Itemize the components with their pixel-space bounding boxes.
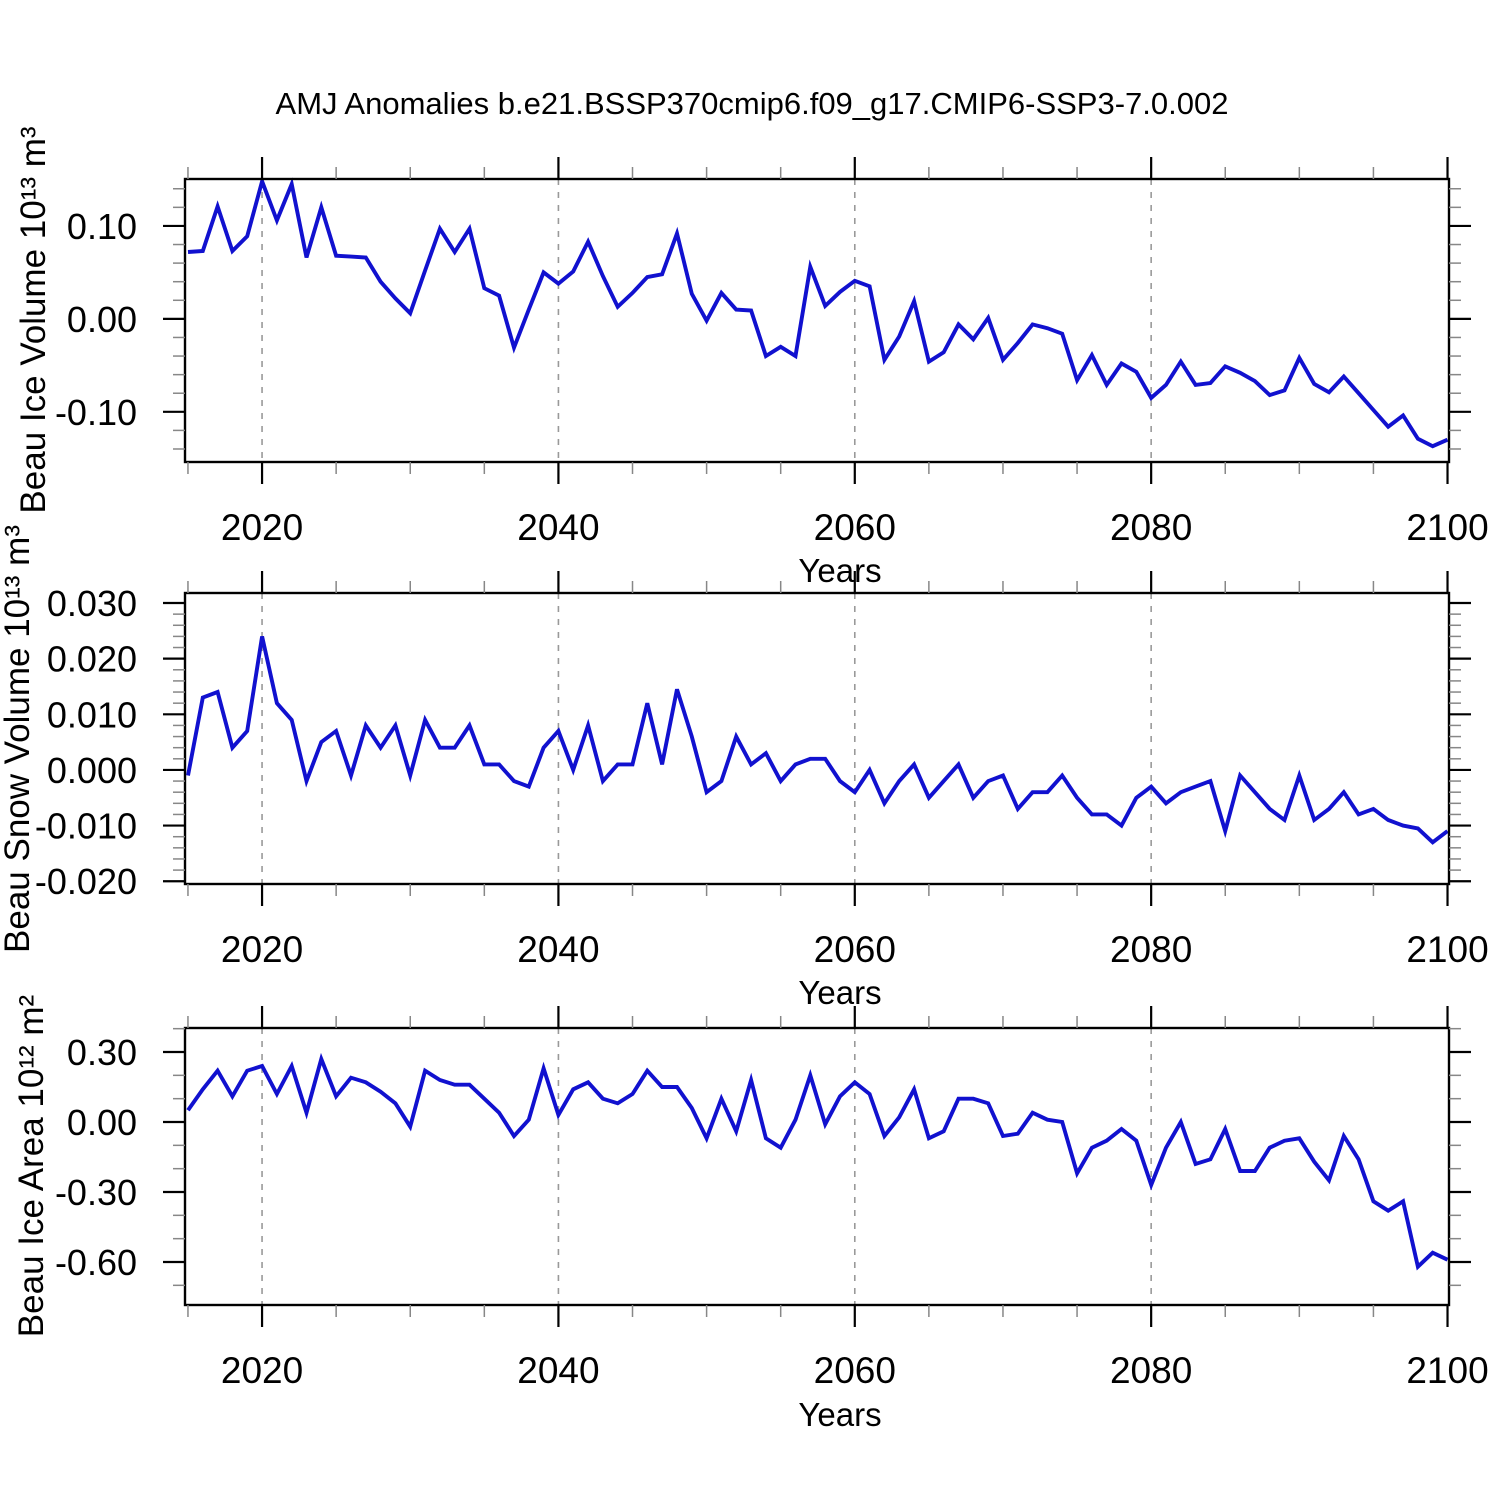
x-tick-label: 2060 — [814, 507, 896, 548]
y-tick-label: -0.60 — [55, 1242, 137, 1283]
x-axis-label-years-panel-3: Years — [798, 1396, 882, 1433]
x-tick-label: 2040 — [517, 1350, 599, 1391]
x-tick-label: 2020 — [221, 929, 303, 970]
y-tick-label: 0.30 — [67, 1032, 137, 1073]
y-tick-label: -0.020 — [35, 861, 137, 902]
x-tick-label: 2020 — [221, 1350, 303, 1391]
x-tick-label: 2100 — [1406, 929, 1488, 970]
y-tick-label: -0.10 — [55, 392, 137, 433]
y-tick-label: 0.00 — [67, 299, 137, 340]
x-tick-label: 2080 — [1110, 507, 1192, 548]
y-tick-label: -0.010 — [35, 806, 137, 847]
x-tick-label: 2020 — [221, 507, 303, 548]
y-tick-label: 0.10 — [67, 206, 137, 247]
plot-frame — [183, 591, 1451, 886]
panel-snow-volume: 2020 2040 2060 2080 2100 0.030 0.020 0.010 0.000… — [35, 571, 1489, 970]
plot-frame — [183, 177, 1451, 464]
data-line-snow-volume — [186, 635, 1449, 845]
x-tick-label: 2040 — [517, 507, 599, 548]
x-axis-label-years-panel-2: Years — [798, 974, 882, 1011]
y-tick-label: 0.020 — [47, 639, 137, 680]
data-line-ice-area — [186, 1052, 1449, 1271]
x-tick-label: 2080 — [1110, 929, 1192, 970]
x-tick-label: 2100 — [1406, 507, 1488, 548]
x-tick-label: 2040 — [517, 929, 599, 970]
x-tick-label: 2100 — [1406, 1350, 1488, 1391]
x-tick-label: 2080 — [1110, 1350, 1192, 1391]
y-tick-label: 0.000 — [47, 750, 137, 791]
plot-frame — [183, 1026, 1451, 1307]
figure-title: AMJ Anomalies b.e21.BSSP370cmip6.f09_g17… — [275, 86, 1229, 121]
y-tick-label: -0.30 — [55, 1172, 137, 1213]
y-tick-label: 0.010 — [47, 694, 137, 735]
x-tick-label: 2060 — [814, 1350, 896, 1391]
panel-ice-volume: 2020 2040 2060 2080 2100 0.10 0.00 -0.10 — [55, 157, 1489, 548]
x-tick-label: 2060 — [814, 929, 896, 970]
y-tick-label: 0.030 — [47, 583, 137, 624]
x-axis-label-years-panel-1: Years — [798, 552, 882, 589]
data-line-ice-volume — [187, 174, 1449, 449]
panel-ice-area: 2020 2040 2060 2080 2100 0.30 0.00 -0.30 -0.60 — [55, 1006, 1489, 1391]
y-tick-label: 0.00 — [67, 1102, 137, 1143]
